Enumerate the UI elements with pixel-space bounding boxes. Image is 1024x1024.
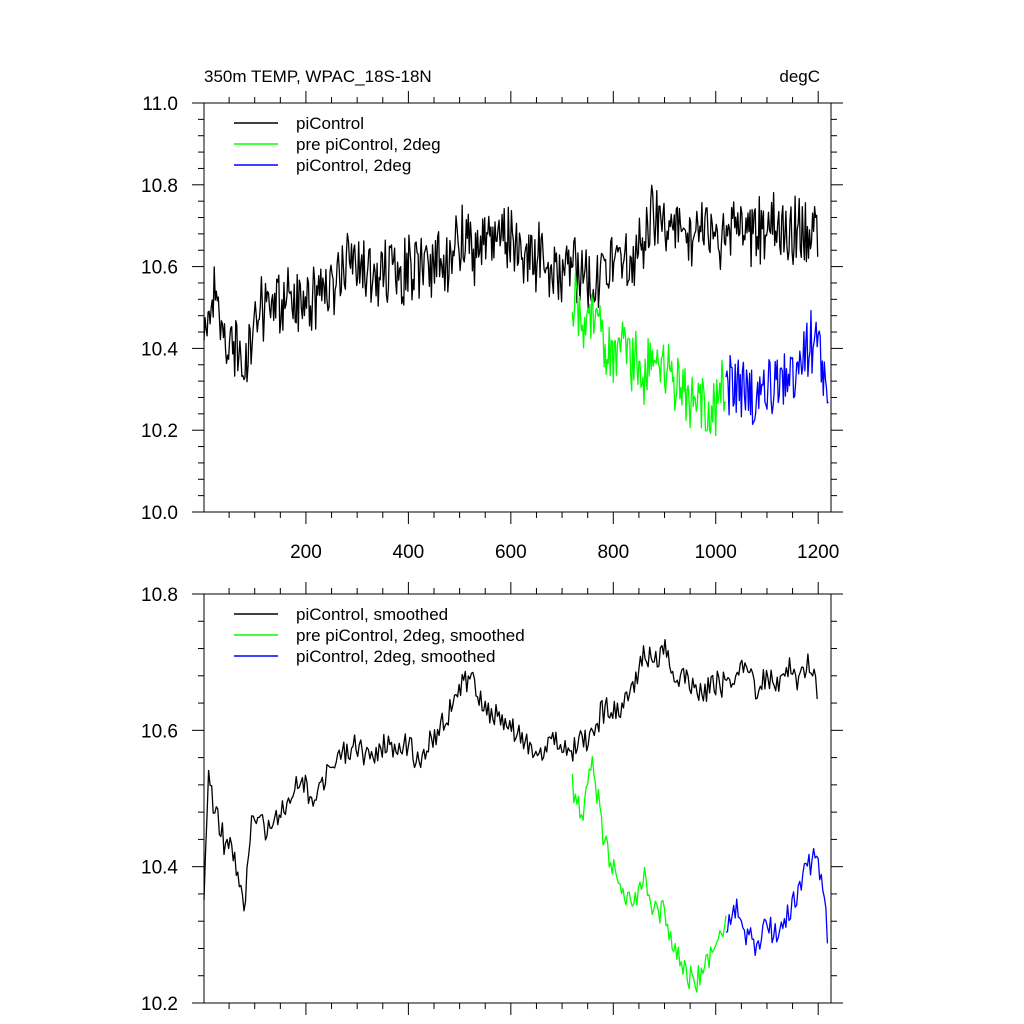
legend-label-1: piControl: [296, 114, 364, 133]
x-tick-label: 1200: [797, 542, 839, 563]
series-line-3: [725, 309, 829, 426]
series-line-3: [725, 847, 829, 957]
y-tick-label: 10.4: [141, 339, 178, 360]
y-tick-label: 11.0: [142, 94, 178, 115]
chart-title: 350m TEMP, WPAC_18S-18N: [204, 67, 432, 86]
y-tick-label: 10.0: [141, 503, 178, 524]
x-tick-label: 400: [393, 542, 425, 563]
bottom-panel: 10.2 10.4 10.6 10.8 piControl, smoothed pre p…: [141, 582, 843, 1015]
legend-label-2: pre piControl, 2deg: [296, 135, 441, 154]
series-line-2: [571, 272, 727, 437]
y-tick-label: 10.6: [141, 721, 178, 742]
legend-label-2: pre piControl, 2deg, smoothed: [296, 626, 525, 645]
legend-label-1: piControl, smoothed: [296, 605, 448, 624]
top-panel: 350m TEMP, WPAC_18S-18N degC 10.0 10.2 10.…: [141, 67, 843, 563]
series-line-2: [571, 756, 727, 993]
x-tick-label: 800: [597, 542, 629, 563]
y-tick-label: 10.8: [141, 176, 178, 197]
units-label: degC: [779, 67, 820, 86]
plot-frame: [203, 593, 832, 1004]
y-tick-label: 10.8: [141, 585, 178, 606]
x-tick-label: 1000: [695, 542, 737, 563]
y-tick-label: 10.6: [141, 258, 178, 279]
y-tick-label: 10.2: [141, 421, 178, 442]
series-line-1: [203, 184, 819, 383]
plot-frame: [203, 102, 832, 513]
y-tick-label: 10.4: [141, 858, 178, 879]
x-tick-label: 200: [290, 542, 322, 563]
y-tick-label: 10.2: [141, 994, 178, 1015]
series-line-1: [203, 638, 818, 912]
x-tick-label: 600: [495, 542, 527, 563]
legend-label-3: piControl, 2deg: [296, 156, 411, 175]
legend-label-3: piControl, 2deg, smoothed: [296, 647, 495, 666]
